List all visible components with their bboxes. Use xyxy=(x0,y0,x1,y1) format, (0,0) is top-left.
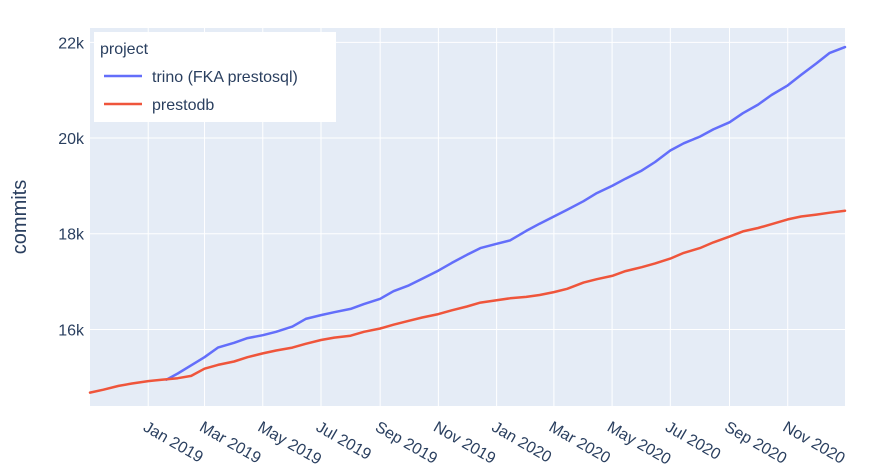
legend-label: trino (FKA prestosql) xyxy=(152,69,298,86)
series-line-prestodb xyxy=(88,209,847,394)
x-tick-label: Sep 2020 xyxy=(722,419,790,468)
x-tick-label: Mar 2019 xyxy=(197,419,264,468)
series-lines xyxy=(88,45,847,394)
legend[interactable]: project trino (FKA prestosql) prestodb xyxy=(94,32,336,122)
x-tick-label: Nov 2020 xyxy=(780,419,848,468)
series-line-trino xyxy=(165,45,847,381)
y-tick-label: 20k xyxy=(58,131,85,148)
y-tick-label: 18k xyxy=(58,227,85,244)
x-tick-label: Jan 2019 xyxy=(140,419,206,467)
legend-items: trino (FKA prestosql) prestodb xyxy=(104,69,298,114)
legend-item[interactable]: trino (FKA prestosql) xyxy=(104,69,298,86)
legend-label: prestodb xyxy=(152,97,214,114)
y-axis-ticks: 16k 18k 20k 22k xyxy=(58,35,85,339)
x-tick-label: Sep 2019 xyxy=(372,419,440,468)
y-tick-label: 16k xyxy=(58,322,85,339)
x-tick-label: Mar 2020 xyxy=(546,419,613,468)
x-tick-label: May 2019 xyxy=(255,419,324,469)
legend-item[interactable]: prestodb xyxy=(104,97,214,114)
x-tick-label: Nov 2019 xyxy=(430,419,498,468)
legend-title: project xyxy=(100,41,149,58)
y-axis-title: commits xyxy=(9,180,31,254)
y-tick-label: 22k xyxy=(58,35,85,52)
x-tick-label: Jan 2020 xyxy=(489,419,555,467)
x-tick-label: May 2020 xyxy=(604,419,673,469)
